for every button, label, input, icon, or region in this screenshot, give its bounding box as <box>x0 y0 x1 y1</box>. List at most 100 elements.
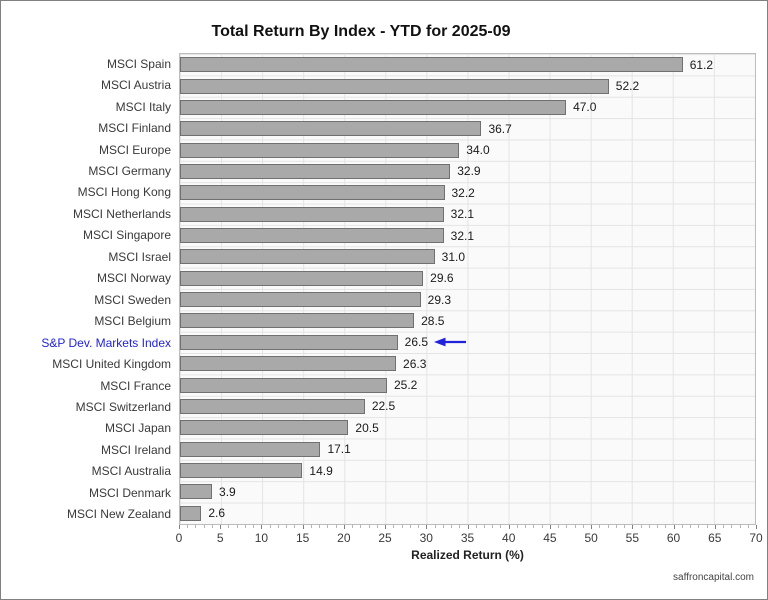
x-axis-major-tick <box>302 525 304 529</box>
category-label: MSCI Germany <box>88 163 171 178</box>
bar-row: 52.2 <box>180 75 755 96</box>
bar-value-label: 34.0 <box>466 143 490 158</box>
bar-value-label: 2.6 <box>208 506 226 521</box>
x-axis-tick-label: 10 <box>254 531 269 545</box>
x-axis-minor-tick <box>269 525 271 528</box>
x-axis-minor-tick <box>706 525 708 528</box>
x-axis-minor-tick <box>277 525 279 528</box>
bar-row: 32.1 <box>180 204 755 225</box>
x-axis-minor-tick <box>723 525 725 528</box>
bar-row: 3.9 <box>180 481 755 502</box>
x-axis-minor-tick <box>228 525 230 528</box>
bar-row: 29.6 <box>180 268 755 289</box>
bar <box>180 249 435 265</box>
x-axis-minor-tick <box>615 525 617 528</box>
bar-value-label: 31.0 <box>441 249 465 264</box>
bar <box>180 163 451 179</box>
category-label: MSCI Finland <box>98 121 171 136</box>
category-labels: MSCI Spain MSCI Austria MSCI Italy MSCI Fin… <box>1 53 171 525</box>
bar-value-label: 29.6 <box>430 271 454 286</box>
x-axis-tick-label: 50 <box>584 531 598 545</box>
x-axis-major-tick <box>343 525 345 529</box>
category-label: MSCI United Kingdom <box>52 357 171 372</box>
category-label: MSCI Australia <box>91 464 171 479</box>
x-axis-tick-label: 40 <box>502 531 516 545</box>
x-axis-minor-tick <box>459 525 461 528</box>
x-axis-minor-tick <box>574 525 576 528</box>
category-label: MSCI France <box>100 378 171 393</box>
bar-value-label: 22.5 <box>371 399 396 414</box>
x-axis-major-tick <box>591 525 593 529</box>
bar <box>180 121 482 137</box>
bar-value-label: 3.9 <box>219 484 236 499</box>
bar-row: 36.7 <box>180 118 755 139</box>
bar-value-label: 29.3 <box>427 292 452 307</box>
bar-value-label: 32.2 <box>451 185 475 200</box>
bar-row: 17.1 <box>180 438 755 459</box>
x-axis-tick-label: 70 <box>749 531 763 545</box>
bar <box>180 505 202 521</box>
x-axis-minor-tick <box>418 525 420 528</box>
bar <box>180 463 303 478</box>
bar <box>180 356 397 372</box>
x-axis-minor-tick <box>739 525 741 528</box>
bar <box>180 57 683 73</box>
bar <box>180 313 415 329</box>
category-label: MSCI Singapore <box>82 228 171 243</box>
x-axis-major-tick <box>714 525 716 529</box>
x-axis-minor-tick <box>352 525 354 528</box>
bar-value-label: 26.3 <box>403 356 427 371</box>
bar-row: 47.0 <box>180 97 755 118</box>
x-axis-major-tick <box>426 525 428 529</box>
bar <box>180 420 349 436</box>
bar <box>180 185 445 201</box>
x-axis-major-tick <box>220 525 222 529</box>
x-axis-minor-tick <box>376 525 378 528</box>
bar-row: 32.1 <box>180 225 755 246</box>
x-axis-minor-tick <box>327 525 329 528</box>
x-axis-minor-tick <box>451 525 452 528</box>
x-axis-minor-tick <box>657 525 659 528</box>
x-axis-minor-tick <box>368 525 370 528</box>
x-axis-tick-label: 55 <box>625 531 640 545</box>
x-axis-minor-tick <box>244 525 246 528</box>
chart-title: Total Return By Index - YTD for 2025-09 <box>211 23 511 40</box>
bar-value-label: 25.2 <box>394 378 418 393</box>
x-axis-minor-tick <box>483 525 485 528</box>
bar-row: 28.5 <box>180 310 755 331</box>
category-label: MSCI Italy <box>115 99 171 114</box>
bar <box>180 292 421 308</box>
x-axis-tick-label: 45 <box>543 531 557 545</box>
bar <box>180 228 444 244</box>
x-axis-minor-tick <box>681 525 683 528</box>
x-axis-major-tick <box>632 525 634 529</box>
x-axis-minor-tick <box>566 525 568 528</box>
bar <box>180 270 424 286</box>
x-axis-minor-tick <box>475 525 477 528</box>
category-label: MSCI Denmark <box>88 485 171 500</box>
plot-area: 61.2 52.2 47.0 36.7 34.0 32.9 32.2 32.1 32.1 31.0… <box>179 53 756 525</box>
x-axis-minor-tick <box>624 525 626 528</box>
x-axis-minor-tick <box>360 525 362 528</box>
x-axis-minor-tick <box>442 525 444 528</box>
x-axis-major-tick <box>467 525 469 529</box>
category-label: MSCI Belgium <box>94 314 171 329</box>
bar-row: 14.9 <box>180 460 755 481</box>
x-axis-minor-tick <box>500 525 502 528</box>
bar-value-label: 20.5 <box>355 420 379 435</box>
bar-row: 25.2 <box>180 374 755 395</box>
x-axis-tick-label: 5 <box>216 531 224 545</box>
x-axis-minor-tick <box>211 525 213 528</box>
x-axis-major-tick <box>756 525 757 529</box>
category-label: MSCI Hong Kong <box>77 185 171 200</box>
x-axis: 0 5 10 15 20 25 30 35 40 45 50 55 60 65 70 <box>176 525 763 547</box>
highlight-left-arrow-icon <box>434 337 467 347</box>
bar-row: 32.9 <box>180 161 755 182</box>
bar-row: 29.3 <box>180 289 755 310</box>
bar <box>180 484 213 500</box>
bar-row: 32.2 <box>180 182 755 203</box>
bar-row: 34.0 <box>180 139 755 160</box>
x-axis-minor-tick <box>533 525 535 528</box>
x-axis-minor-tick <box>558 525 560 528</box>
